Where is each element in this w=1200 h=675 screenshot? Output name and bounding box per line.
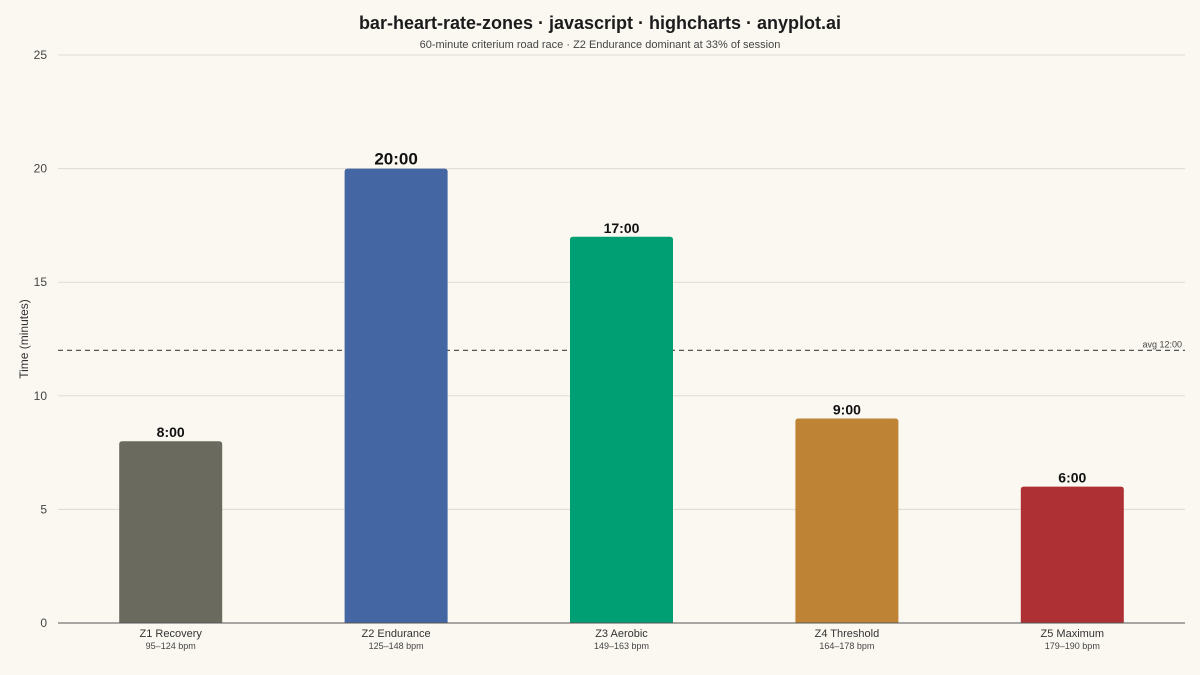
bar-5[interactable]: [1020, 486, 1124, 623]
y-tick-label: 15: [34, 275, 48, 289]
y-tick-label: 0: [40, 616, 47, 630]
x-category-label: Z5 Maximum: [1041, 628, 1105, 640]
chart-title: bar-heart-rate-zones · javascript · high…: [358, 13, 842, 33]
x-category-range: 164–178 bpm: [819, 641, 874, 651]
bar-4[interactable]: [795, 418, 899, 623]
data-labels: 8:00 20:00 17:00 9:00 6:00: [157, 150, 1087, 486]
data-label: 9:00: [833, 402, 861, 418]
y-axis-title: Time (minutes): [17, 299, 31, 379]
x-category-label: Z4 Threshold: [815, 628, 880, 640]
bar-1[interactable]: [119, 441, 223, 623]
y-tick-label: 25: [34, 48, 48, 62]
x-category-range: 149–163 bpm: [594, 641, 649, 651]
x-category-label: Z3 Aerobic: [595, 628, 648, 640]
x-category-range: 95–124 bpm: [146, 641, 196, 651]
chart-subtitle: 60-minute criterium road race · Z2 Endur…: [419, 39, 781, 51]
y-tick-label: 20: [34, 162, 48, 176]
y-tick-label: 10: [34, 389, 48, 403]
x-category-range: 125–148 bpm: [369, 641, 424, 651]
x-category-label: Z1 Recovery: [140, 628, 203, 640]
average-label: avg 12:00: [1142, 339, 1182, 349]
x-category-label: Z2 Endurance: [362, 628, 431, 640]
bar-2[interactable]: [344, 168, 448, 623]
average-line-group: avg 12:00: [1142, 339, 1182, 349]
y-axis-ticks: 0 5 10 15 20 25: [34, 48, 48, 630]
bars: [119, 168, 1124, 623]
bar-3[interactable]: [570, 236, 673, 623]
data-label: 8:00: [157, 424, 185, 440]
data-label: 17:00: [604, 220, 640, 236]
y-tick-label: 5: [40, 502, 47, 516]
x-category-range: 179–190 bpm: [1045, 641, 1100, 651]
data-label: 6:00: [1058, 470, 1086, 486]
data-label: 20:00: [374, 150, 417, 169]
